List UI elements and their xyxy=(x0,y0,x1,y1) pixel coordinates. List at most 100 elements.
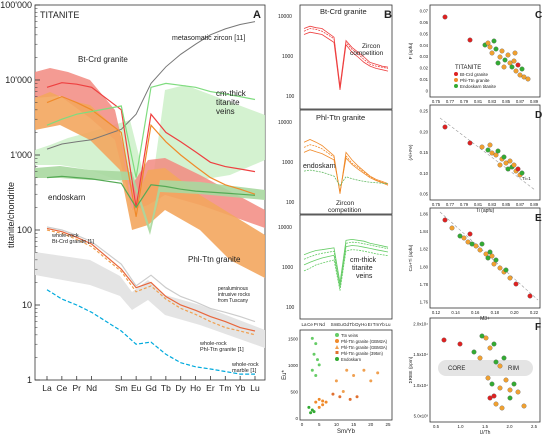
panel-3-ytick-1: 0.20 xyxy=(420,129,429,134)
b2-ytick-2: 100 xyxy=(286,200,295,206)
panel-5-xtick-3: 2.0 xyxy=(507,424,514,429)
b-xtick-Tb: Tb xyxy=(349,322,355,327)
c-point-9 xyxy=(505,52,511,58)
panel-2-ytick-2: 0.05 xyxy=(420,31,429,36)
e-point-8 xyxy=(477,247,483,253)
f-point-16 xyxy=(487,395,493,401)
b-xtick-Gd: Gd xyxy=(343,322,350,327)
f-point-17 xyxy=(493,401,499,407)
b4-point-9 xyxy=(321,403,325,407)
b3-series-2 xyxy=(303,245,389,288)
panel-5-frame xyxy=(429,317,541,423)
panel-3-ytick-3: 0.10 xyxy=(420,171,429,176)
panel-4-ytick-0: 1.86 xyxy=(420,212,429,217)
c-point-23 xyxy=(512,50,518,56)
b1-ytick-2: 100 xyxy=(286,94,295,100)
panel-4-ytick-2: 1.82 xyxy=(420,247,429,252)
panel-2-ytick-1: 0.06 xyxy=(420,20,429,25)
b1-ytick-1: 1000 xyxy=(282,54,293,60)
f-core-rim-band xyxy=(438,360,533,376)
e-point-15 xyxy=(497,265,503,271)
a-ytick-5: 1 xyxy=(27,375,32,385)
b4-point-19 xyxy=(341,389,345,393)
a-xtick-Ho: Ho xyxy=(190,383,201,393)
e-point-7 xyxy=(473,243,479,249)
panel-d-letter: D xyxy=(535,110,542,121)
label-phl-ttn-granite: Phl-Ttn granite xyxy=(188,255,241,264)
b2-ytick-1: 1000 xyxy=(282,160,293,166)
b3-ytick-1: 1000 xyxy=(282,265,293,271)
a-xtick-Tm: Tm xyxy=(219,383,231,393)
b4-ytick-1: 500 xyxy=(290,389,298,394)
c-point-8 xyxy=(502,57,508,63)
a-xtick-Nd: Nd xyxy=(86,383,97,393)
d-point-3 xyxy=(485,147,491,153)
panel-3-xtick-3: 0.81 xyxy=(474,202,483,207)
e-point-13 xyxy=(491,261,497,267)
b4-point-17 xyxy=(369,379,373,383)
d-point-16 xyxy=(519,170,525,176)
b3-ytick-0: 10000 xyxy=(278,225,292,231)
c-point-20 xyxy=(485,40,491,46)
label-tuscany: peraluminous intrusive rocks from Tuscany xyxy=(218,286,250,304)
a-series-4 xyxy=(46,175,256,209)
d-point-5 xyxy=(493,152,499,158)
label-cm-thick-veins: cm-thick titanite veins xyxy=(216,89,247,116)
b4-point-8 xyxy=(317,397,321,401)
panel-4-xtick-0: 0.12 xyxy=(432,310,441,315)
e-point-12 xyxy=(489,253,495,259)
panel-2-xtick-5: 0.85 xyxy=(502,99,511,104)
panel-f-rim: RIM xyxy=(508,366,519,372)
panel-3-ytick-0: 0.25 xyxy=(420,109,429,114)
b4-point-1 xyxy=(312,352,316,356)
panel-a-ylabel: titanite/chondrite xyxy=(6,182,16,248)
panel-3-xtick-6: 0.87 xyxy=(516,202,525,207)
b4-ytick-0: 0 xyxy=(295,416,298,421)
b1-series-2 xyxy=(303,31,389,90)
panel-5-ytick-0: 2.0x10⁴ xyxy=(413,322,428,327)
b4-xtick-2: 10 xyxy=(334,422,340,427)
b4-point-21 xyxy=(309,411,313,415)
e-point-20 xyxy=(503,267,509,273)
b4-legend-0: Ttn veins xyxy=(341,333,358,338)
e-point-21 xyxy=(487,249,493,255)
panel-3-ylabel: (Al+Fe) xyxy=(408,144,414,160)
panel-f-core: CORE xyxy=(448,366,465,372)
f-point-6 xyxy=(477,355,483,361)
panel-d-annotation: Ti=1 xyxy=(522,176,531,181)
panel-2-ytick-4: 0.03 xyxy=(420,54,429,59)
b4-point-15 xyxy=(352,374,356,377)
panel-2-xtick-2: 0.79 xyxy=(460,99,469,104)
f-point-5 xyxy=(491,341,497,347)
b-xtick-Er: Er xyxy=(368,322,373,327)
panel-3-xtick-4: 0.83 xyxy=(488,202,497,207)
panel-a: A TITANITE 100'000 10'000 1'000 100 10 1 La Ce P… xyxy=(0,0,266,393)
panel-5-xtick-0: 0.5 xyxy=(433,424,440,429)
f-point-20 xyxy=(507,395,513,401)
c-legend-0: Bt-Crd granite xyxy=(460,72,489,77)
b4-point-5 xyxy=(310,368,314,372)
b4-point-27 xyxy=(331,392,335,396)
panel-4-xtick-3: 0.18 xyxy=(491,310,500,315)
panel-5-ytick-1: 1.5x10⁴ xyxy=(413,352,428,357)
b4-point-6 xyxy=(314,374,318,377)
b4-point-2 xyxy=(314,342,318,346)
panel-2-frame xyxy=(429,4,541,98)
c-point-4 xyxy=(489,50,495,56)
b2-series-2 xyxy=(303,149,389,193)
f-point-8 xyxy=(497,363,503,369)
e-point-5 xyxy=(467,231,473,237)
f-point-21 xyxy=(515,389,521,395)
b4-xtick-3: 15 xyxy=(351,422,357,427)
b4-point-24 xyxy=(338,395,342,399)
panel-2-xtick-7: 0.89 xyxy=(530,99,539,104)
panel-3-xtick-2: 0.79 xyxy=(460,202,469,207)
b-xtick-La: La xyxy=(301,322,307,327)
panel-2-ytick-6: 0.01 xyxy=(420,77,429,82)
panel-a-letter: A xyxy=(253,9,261,21)
label-metasomatic-zircon: metasomatic zircon [11] xyxy=(172,35,245,42)
panel-3-frame xyxy=(429,104,541,201)
b3-lines xyxy=(303,238,389,291)
panel-c-title: TITANITE xyxy=(455,65,481,71)
c-point-6 xyxy=(497,54,503,60)
